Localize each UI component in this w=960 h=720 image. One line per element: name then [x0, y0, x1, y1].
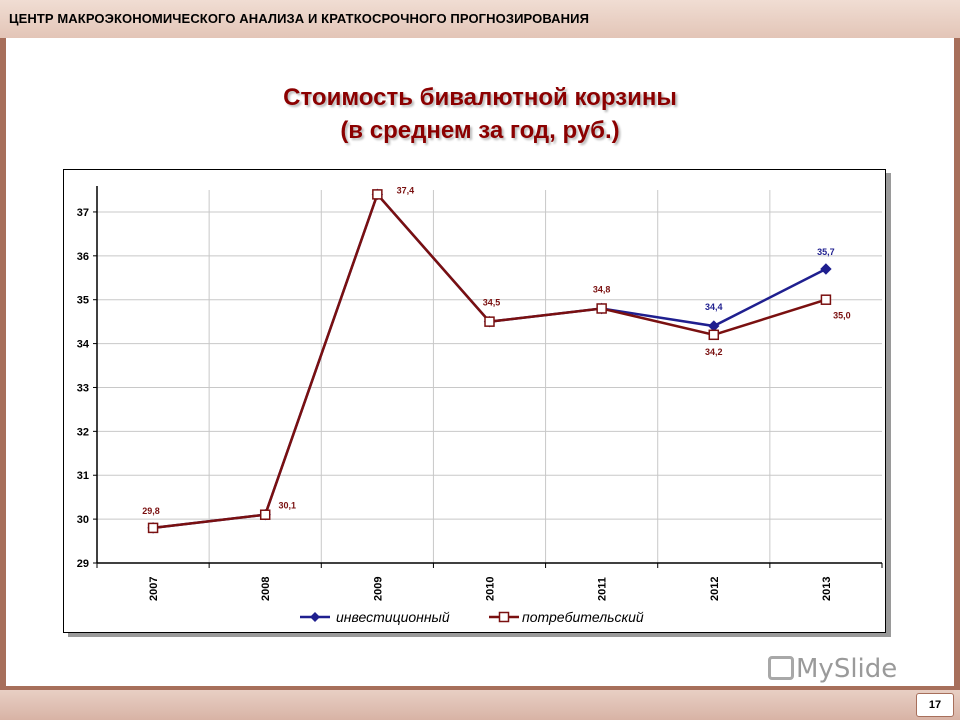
data-point-consumer — [708, 329, 720, 341]
data-label: 35,0 — [833, 311, 851, 321]
logo-text: MySlide — [796, 654, 898, 684]
data-label: 30,1 — [278, 501, 296, 511]
series-line-invest — [152, 191, 827, 530]
series-line-consumer — [152, 191, 827, 530]
logo-icon — [768, 656, 794, 680]
chart-area: 29 30 31 32 33 34 35 36 37 2007 2008 2009 2010 2011 20… — [63, 169, 886, 633]
legend-marker-invest — [310, 612, 320, 622]
y-tick-label: 36 — [77, 251, 89, 263]
data-point-consumer — [820, 294, 832, 305]
legend-marker-consumer — [498, 611, 510, 623]
legend-label-invest: инвестиционный — [336, 609, 450, 625]
data-label: 34,5 — [483, 298, 501, 308]
chart-title: Стоимость бивалютной корзины — [283, 84, 677, 111]
data-label: 34,4 — [705, 302, 723, 312]
chart-subtitle: (в среднем за год, руб.) — [340, 117, 620, 144]
y-tick-label: 34 — [77, 339, 90, 351]
data-point-consumer — [484, 316, 495, 327]
data-point-invest — [820, 263, 832, 275]
y-tick-label: 32 — [77, 426, 89, 438]
x-tick-label: 2010 — [485, 577, 497, 601]
y-tick-label: 33 — [77, 382, 89, 394]
y-tick-label: 37 — [77, 207, 89, 219]
x-tick-label: 2013 — [821, 577, 833, 601]
page-number: 17 — [916, 693, 954, 717]
legend-label-consumer: потребительский — [522, 609, 644, 625]
y-tick-label: 30 — [77, 514, 89, 526]
header-bar: ЦЕНТР МАКРОЭКОНОМИЧЕСКОГО АНАЛИЗА И КРАТ… — [0, 0, 960, 38]
x-tick-label: 2007 — [148, 577, 160, 601]
x-tick-label: 2008 — [260, 577, 272, 601]
data-label: 29,8 — [142, 506, 160, 516]
data-point-consumer — [147, 522, 159, 534]
data-label: 35,7 — [817, 247, 835, 257]
org-header: ЦЕНТР МАКРОЭКОНОМИЧЕСКОГО АНАЛИЗА И КРАТ… — [9, 11, 590, 26]
footer-bar — [0, 690, 960, 720]
line-chart: 29 30 31 32 33 34 35 36 37 2007 2008 2009 2010 2011 20… — [77, 185, 883, 625]
data-point-consumer — [259, 509, 271, 520]
data-label: 37,4 — [397, 185, 415, 195]
data-point-consumer — [596, 303, 607, 314]
data-label: 34,2 — [705, 347, 723, 357]
data-point-consumer — [372, 189, 383, 200]
data-point-invest — [708, 320, 720, 332]
x-tick-label: 2012 — [709, 577, 721, 601]
y-tick-label: 29 — [77, 558, 89, 570]
y-tick-label: 31 — [77, 470, 89, 482]
y-tick-label: 35 — [77, 295, 89, 307]
data-label: 34,8 — [593, 284, 611, 294]
x-tick-label: 2011 — [597, 577, 609, 601]
myslide-logo: MySlide — [768, 654, 897, 684]
x-tick-label: 2009 — [372, 577, 384, 601]
